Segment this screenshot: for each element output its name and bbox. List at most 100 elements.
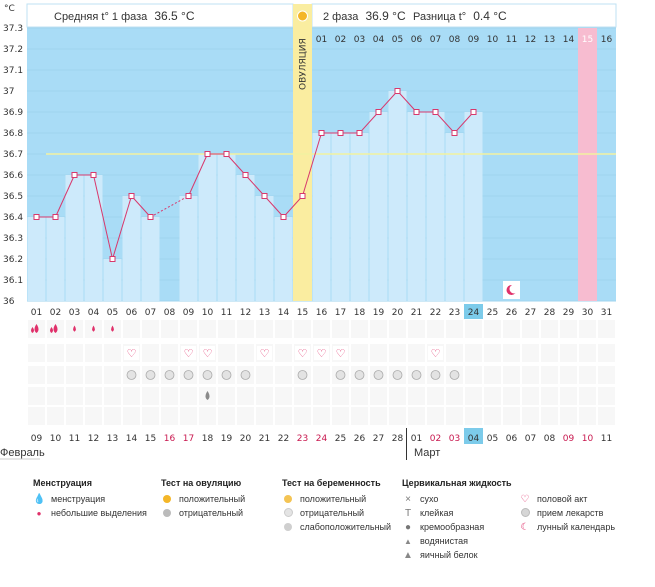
heart-icon: ♡	[520, 493, 530, 505]
marker-cell	[294, 407, 311, 425]
legend-item: ▲ водянистая	[402, 534, 512, 548]
marker-cell	[85, 387, 102, 405]
legend-item: положительный	[282, 492, 391, 506]
marker-cell	[161, 344, 178, 362]
difference-value: 0.4 °C	[473, 9, 507, 23]
ovulation-label: ОВУЛЯЦИЯ	[299, 38, 309, 90]
marker-cell	[142, 344, 159, 362]
legend-item: ● небольшие выделения	[33, 506, 147, 520]
cycle-day-label: 25	[487, 308, 498, 318]
legend-item: отрицательный	[282, 506, 391, 520]
cycle-day-label: 06	[126, 308, 138, 318]
marker-cell	[332, 320, 349, 338]
phase2-day-number: 04	[373, 35, 385, 45]
marker-cell	[275, 320, 292, 338]
calendar-date-label: 11	[601, 434, 612, 444]
temperature-line	[93, 174, 113, 260]
marker-cell	[370, 320, 387, 338]
temperature-bar	[426, 112, 445, 301]
phase2-day-number: 09	[468, 35, 480, 45]
marker-cell	[47, 387, 64, 405]
menstruation-drop-icon	[53, 324, 58, 333]
temperature-bar	[445, 133, 464, 301]
menstruation-drop-icon	[34, 324, 39, 333]
marker-cell	[560, 344, 577, 362]
marker-cell	[465, 344, 482, 362]
marker-cell	[237, 320, 254, 338]
marker-cell	[351, 407, 368, 425]
cycle-day-label: 13	[259, 308, 270, 318]
marker-cell	[484, 407, 501, 425]
marker-cell	[237, 407, 254, 425]
pregnancy-negative-icon	[282, 507, 294, 521]
temperature-bar	[65, 175, 84, 301]
marker-cell	[522, 320, 539, 338]
temperature-point	[280, 214, 287, 220]
phase2-day-number: 15	[582, 35, 593, 45]
phase2-value: 36.9 °C	[365, 9, 406, 23]
marker-cell	[180, 407, 197, 425]
marker-cell	[408, 320, 425, 338]
marker-cell	[104, 387, 121, 405]
y-tick-label: 37.3	[3, 24, 23, 34]
calendar-date-label: 14	[126, 434, 138, 444]
legend-item: положительный	[161, 492, 245, 506]
egg-white-icon: ▲	[403, 549, 413, 561]
y-tick-label: 36.2	[3, 255, 23, 265]
temperature-line	[302, 132, 322, 197]
cycle-day-label: 16	[316, 308, 328, 318]
marker-cell	[522, 387, 539, 405]
blood-drops-icon: 💧	[33, 493, 46, 505]
calendar-date-label: 10	[582, 434, 594, 444]
temperature-point	[109, 256, 116, 262]
pill-icon	[411, 370, 422, 380]
marker-cell	[256, 407, 273, 425]
cycle-day-label: 17	[335, 308, 346, 318]
temperature-bar	[293, 196, 312, 301]
pill-icon	[202, 370, 213, 380]
heart-icon: ♡	[203, 347, 213, 360]
temperature-point	[337, 130, 344, 136]
marker-cell	[503, 366, 520, 384]
marker-cell	[484, 387, 501, 405]
heart-icon: ♡	[336, 347, 346, 360]
phase2-day-number: 01	[316, 35, 327, 45]
calendar-date-label: 20	[240, 434, 252, 444]
marker-cell	[180, 387, 197, 405]
cycle-day-label: 30	[582, 308, 594, 318]
phase2-day-number: 02	[335, 35, 346, 45]
temperature-bar	[369, 112, 388, 301]
marker-cell	[427, 387, 444, 405]
calendar-date-label: 03	[449, 434, 460, 444]
marker-cell	[218, 344, 235, 362]
y-tick-label: 36.3	[3, 234, 23, 244]
marker-cell	[256, 366, 273, 384]
marker-cell	[218, 407, 235, 425]
marker-cell	[294, 320, 311, 338]
heart-icon: ♡	[184, 347, 194, 360]
calendar-date-label: 24	[316, 434, 328, 444]
cycle-day-label: 24	[468, 308, 480, 318]
marker-cell	[104, 366, 121, 384]
calendar-date-label: 19	[221, 434, 233, 444]
marker-cell	[161, 407, 178, 425]
month-right: Март	[414, 447, 441, 459]
sun-positive-icon	[161, 493, 173, 507]
creamy-icon: ●	[404, 521, 412, 533]
marker-cell	[579, 320, 596, 338]
marker-cell	[598, 320, 615, 338]
marker-cell	[28, 366, 45, 384]
temperature-bar	[388, 91, 407, 301]
temperature-line	[131, 195, 151, 218]
temperature-bar	[255, 196, 274, 301]
temperature-bar	[312, 133, 331, 301]
marker-cell	[503, 387, 520, 405]
marker-cell	[313, 407, 330, 425]
calendar-date-label: 18	[202, 434, 214, 444]
temperature-point	[90, 172, 97, 178]
marker-cell	[123, 387, 140, 405]
marker-cell	[66, 407, 83, 425]
phase2-day-number: 07	[430, 35, 441, 45]
marker-cell	[218, 320, 235, 338]
y-tick-label: 36	[3, 297, 15, 307]
